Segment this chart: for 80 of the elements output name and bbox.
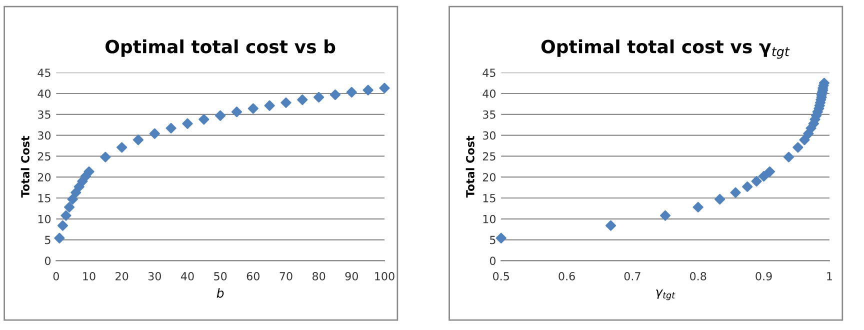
point: [751, 176, 762, 187]
point: [54, 232, 65, 244]
y-tick-label: 45: [482, 68, 496, 77]
point: [742, 181, 753, 192]
y-tick-label: 35: [482, 110, 496, 119]
y-tick-label: 0: [490, 256, 496, 266]
y-axis-title: Total Cost: [20, 136, 30, 198]
x-axis-title: b: [216, 288, 224, 298]
y-tick-label: 45: [38, 68, 50, 77]
point: [215, 110, 226, 121]
y-tick-label: 40: [482, 89, 496, 98]
x-tick-label: 70: [280, 272, 292, 280]
point: [166, 122, 176, 134]
y-tick-label: 10: [483, 214, 496, 224]
point: [764, 166, 775, 177]
point: [799, 134, 810, 146]
y-tick-label: 30: [38, 131, 51, 140]
y-tick-label: 25: [38, 152, 50, 161]
y-tick-label: 15: [483, 194, 496, 202]
x-tick-label: 0.9: [756, 272, 772, 280]
x-tick-label: 0.6: [558, 272, 575, 280]
point: [116, 142, 128, 153]
x-tick-label: 0.7: [624, 272, 640, 280]
point: [100, 152, 111, 162]
point: [362, 84, 374, 96]
y-axis-title: Total Cost: [466, 136, 474, 198]
point: [714, 194, 726, 205]
y-tick-label: 35: [38, 110, 50, 119]
x-tick-label: 1: [827, 272, 832, 280]
x-tick-label: 40: [180, 272, 194, 280]
y-tick-label: 0: [44, 256, 51, 266]
y-tick-label: 10: [38, 214, 51, 224]
chart-title: Optimal total cost vs b: [106, 39, 336, 57]
point: [248, 103, 258, 114]
point: [264, 100, 275, 111]
point: [379, 82, 390, 94]
point: [149, 128, 160, 139]
point: [692, 202, 704, 212]
point: [346, 86, 357, 98]
y-tick-label: 25: [482, 152, 496, 161]
point: [198, 114, 210, 125]
point: [297, 94, 308, 106]
y-tick-label: 40: [38, 89, 51, 98]
point: [64, 202, 75, 212]
point: [758, 170, 770, 182]
x-tick-label: 80: [312, 272, 326, 280]
point: [231, 106, 242, 118]
point: [660, 210, 671, 221]
x-tick-label: 20: [116, 272, 128, 280]
point: [783, 152, 794, 162]
point: [132, 134, 144, 146]
point: [314, 92, 324, 103]
point: [605, 220, 616, 231]
point: [60, 210, 72, 221]
x-tick-label: 0.5: [493, 272, 509, 280]
y-tick-label: 5: [490, 236, 496, 244]
y-tick-label: 5: [45, 236, 50, 244]
x-tick-label: 60: [246, 272, 260, 280]
point: [792, 142, 804, 153]
point: [67, 194, 78, 205]
y-tick-label: 20: [482, 173, 496, 182]
x-tick-label: 30: [148, 272, 161, 280]
y-tick-label: 20: [38, 173, 51, 182]
chart-title: Optimal total cost vs γ$_{tgt}$: [541, 39, 790, 59]
y-tick-label: 30: [482, 131, 496, 140]
x-tick-label: 0.8: [690, 272, 706, 280]
x-tick-label: 100: [375, 272, 394, 280]
point: [496, 232, 506, 244]
point: [730, 187, 741, 198]
x-axis-title: γ$_{tgt}$: [656, 289, 676, 300]
x-tick-label: 50: [214, 272, 227, 280]
point: [280, 97, 292, 108]
x-tick-label: 90: [345, 272, 358, 280]
y-tick-label: 15: [38, 194, 50, 202]
point: [182, 118, 193, 129]
point: [57, 220, 68, 231]
point: [330, 89, 341, 100]
x-tick-label: 10: [83, 272, 96, 280]
x-tick-label: 0: [53, 272, 59, 280]
point: [84, 166, 94, 177]
